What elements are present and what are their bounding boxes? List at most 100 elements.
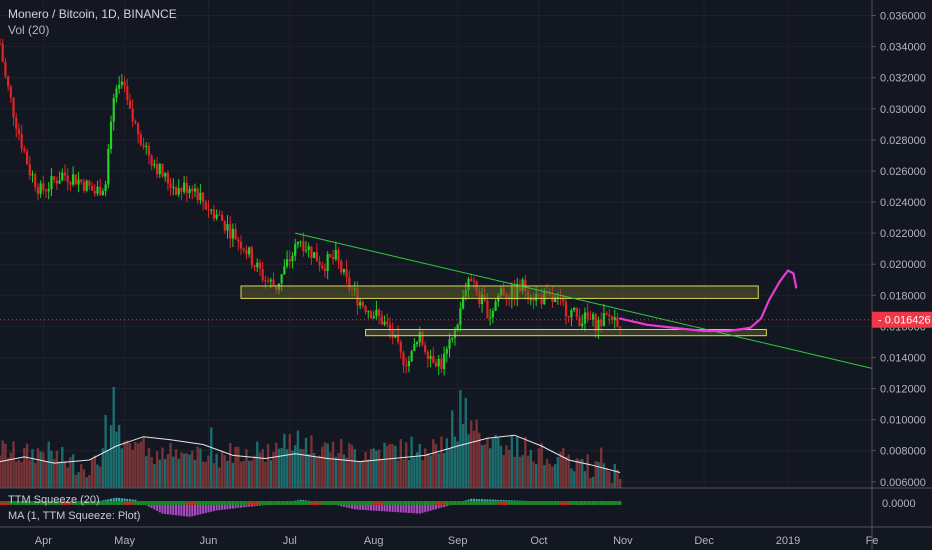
volume-bar bbox=[191, 450, 194, 488]
candle-body bbox=[215, 214, 218, 219]
candle-body bbox=[120, 81, 123, 85]
candle-body bbox=[399, 342, 402, 353]
volume-bar bbox=[399, 439, 402, 488]
volume-bar bbox=[283, 433, 286, 488]
candle-body bbox=[269, 279, 272, 282]
squeeze-bar bbox=[123, 498, 126, 503]
volume-bar bbox=[613, 463, 616, 488]
squeeze-bar bbox=[348, 503, 351, 509]
candle-body bbox=[101, 191, 105, 196]
candle-body bbox=[480, 294, 484, 304]
time-tick-label: 2019 bbox=[776, 535, 800, 547]
squeeze-bar bbox=[193, 503, 196, 516]
candle-body bbox=[589, 318, 592, 320]
volume-bar bbox=[196, 446, 199, 488]
candle-body bbox=[483, 294, 486, 301]
trendline bbox=[295, 232, 873, 369]
volume-legend[interactable]: Vol (20) bbox=[8, 23, 50, 37]
volume-bar bbox=[88, 475, 91, 488]
squeeze-bar bbox=[394, 503, 397, 513]
candle-body bbox=[562, 297, 565, 302]
chart-legend: Monero / Bitcoin, 1D, BINANCE Vol (20) bbox=[8, 6, 177, 38]
volume-bar bbox=[155, 451, 159, 488]
squeeze-bar bbox=[391, 503, 394, 512]
volume-bar bbox=[47, 441, 50, 488]
squeeze-bar bbox=[424, 503, 427, 513]
volume-bar bbox=[499, 445, 503, 488]
volume-bar bbox=[272, 451, 275, 488]
candle-body bbox=[275, 285, 278, 290]
volume-bar bbox=[34, 462, 37, 488]
volume-bar bbox=[61, 446, 64, 488]
symbol-title[interactable]: Monero / Bitcoin, 1D, BINANCE bbox=[8, 7, 177, 21]
squeeze-bar bbox=[370, 503, 373, 511]
candle-body bbox=[296, 242, 299, 245]
volume-bar bbox=[258, 452, 262, 488]
volume-bar bbox=[413, 457, 416, 488]
candle-body bbox=[7, 76, 10, 87]
time-tick-label: Sep bbox=[448, 535, 468, 547]
candle-body bbox=[491, 310, 494, 318]
volume-bar bbox=[559, 451, 562, 488]
price-tick-label: 0.022000 bbox=[880, 228, 926, 240]
volume-bar bbox=[96, 464, 99, 488]
candle-body bbox=[367, 311, 370, 313]
candle-body bbox=[118, 84, 121, 89]
volume-bar bbox=[304, 437, 308, 488]
volume-bar bbox=[163, 458, 167, 488]
candle-body bbox=[139, 134, 142, 145]
volume-bar bbox=[556, 456, 560, 488]
candle-body bbox=[486, 300, 489, 319]
volume-bar bbox=[71, 454, 75, 488]
candle-body bbox=[193, 188, 197, 192]
volume-bar bbox=[147, 447, 151, 488]
support-resistance-zones bbox=[240, 285, 767, 337]
volume-bar bbox=[1, 440, 4, 488]
candle-body bbox=[253, 265, 256, 268]
volume-bar bbox=[375, 450, 378, 488]
volume-bar bbox=[158, 459, 161, 488]
candle-body bbox=[212, 209, 216, 219]
squeeze-bar bbox=[432, 503, 435, 510]
candle-body bbox=[489, 317, 492, 319]
candle-body bbox=[581, 323, 584, 327]
volume-bar bbox=[361, 460, 365, 488]
volume-bar bbox=[415, 452, 419, 488]
volume-bar bbox=[210, 427, 213, 488]
candle-body bbox=[537, 293, 541, 295]
candle-body bbox=[432, 355, 435, 363]
volume-bar bbox=[9, 452, 13, 488]
candle-body bbox=[210, 209, 213, 211]
candle-body bbox=[291, 255, 294, 262]
volume-bar bbox=[410, 436, 413, 488]
volume-bar bbox=[134, 441, 137, 488]
candle-body bbox=[304, 249, 308, 251]
price-tick-label: 0.008000 bbox=[880, 446, 926, 458]
volume-bar bbox=[402, 458, 405, 488]
ttm-squeeze-title[interactable]: TTM Squeeze (20) bbox=[8, 494, 100, 506]
indicator-legend: TTM Squeeze (20) MA (1, TTM Squeeze: Plo… bbox=[8, 492, 140, 524]
volume-bar bbox=[386, 445, 389, 488]
price-tick-label: 0.014000 bbox=[880, 352, 926, 364]
candle-body bbox=[334, 249, 337, 260]
volume-bar bbox=[80, 464, 83, 488]
candle-body bbox=[126, 86, 129, 101]
candle-body bbox=[540, 294, 543, 305]
candle-body bbox=[605, 312, 608, 315]
price-zone bbox=[365, 328, 767, 337]
candle-body bbox=[391, 330, 394, 338]
volume-bar bbox=[421, 460, 424, 488]
squeeze-bar bbox=[172, 503, 175, 515]
squeeze-bar bbox=[378, 503, 381, 511]
volume-bar bbox=[510, 434, 514, 488]
volume-bar bbox=[451, 410, 454, 488]
volume-bar bbox=[464, 397, 467, 488]
ma-title[interactable]: MA (1, TTM Squeeze: Plot) bbox=[8, 510, 141, 522]
candle-body bbox=[396, 334, 400, 343]
candle-body bbox=[4, 61, 7, 77]
candle-body bbox=[142, 144, 145, 147]
candle-body bbox=[535, 293, 538, 301]
candle-body bbox=[521, 279, 524, 291]
volume-bar bbox=[578, 459, 581, 488]
